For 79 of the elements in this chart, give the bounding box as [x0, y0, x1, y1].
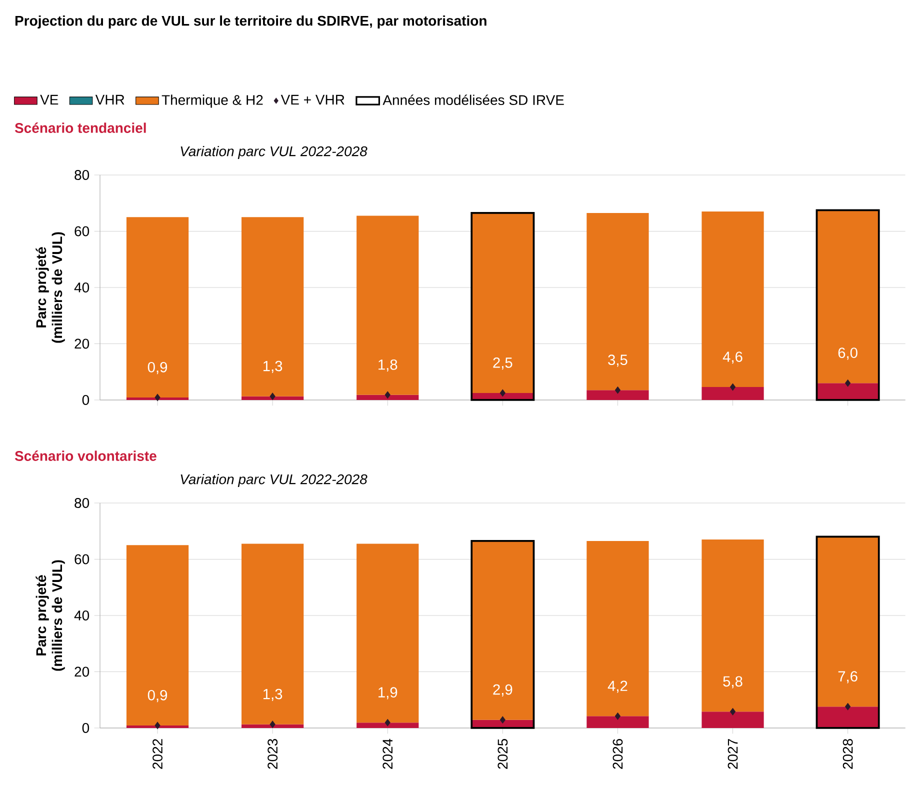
bar — [702, 540, 764, 712]
data-label: 4,2 — [608, 680, 628, 693]
y-axis-title: Parc projeté (milliers de VUL) — [36, 560, 65, 671]
x-tick-label: 2027 — [728, 739, 738, 769]
point — [270, 392, 276, 400]
data-label: 1,9 — [378, 687, 398, 700]
bar — [356, 722, 419, 728]
data-label: 0,9 — [148, 362, 168, 374]
bar — [702, 387, 764, 400]
bar — [126, 725, 189, 728]
bar — [586, 212, 649, 390]
x-tick-label: 2026 — [612, 739, 623, 769]
point — [730, 383, 736, 391]
data-label: 1,8 — [378, 359, 398, 372]
legend-label: VHR — [95, 94, 124, 105]
point — [384, 719, 390, 726]
point — [384, 391, 390, 399]
point — [154, 722, 160, 730]
y-tick-label: 60 — [74, 554, 90, 564]
data-label: 7,6 — [838, 671, 858, 684]
legend-label: VE + VHR — [280, 94, 344, 105]
bar — [126, 397, 189, 400]
y-tick-label: 40 — [74, 282, 90, 292]
point — [154, 394, 160, 402]
legend-label: Années modélisées SD IRVE — [382, 94, 564, 106]
y-tick-label: 20 — [74, 338, 90, 349]
x-tick-label: 2028 — [842, 739, 853, 769]
point — [500, 389, 506, 397]
y-tick-label: 0 — [82, 723, 90, 733]
bar — [242, 544, 304, 724]
data-label: 1,3 — [263, 360, 282, 373]
point — [845, 380, 851, 387]
bar — [356, 544, 419, 723]
y-tick-label: 80 — [74, 170, 90, 180]
bar — [586, 390, 649, 400]
x-tick-label: 2023 — [268, 739, 278, 769]
legend-label: VE — [40, 94, 58, 105]
chart-title: Scénario tendanciel — [14, 122, 146, 133]
bar — [356, 216, 419, 395]
point — [845, 703, 851, 710]
bar — [816, 706, 879, 728]
y-axis-title: Parc projeté (milliers de VUL) — [36, 232, 65, 343]
data-label: 6,0 — [838, 348, 858, 360]
legend-label: Thermique & H2 — [162, 94, 263, 108]
data-label: 0,9 — [148, 690, 168, 702]
x-tick-label: 2024 — [382, 738, 393, 769]
bar — [702, 712, 764, 728]
y-tick-label: 0 — [82, 395, 90, 405]
y-tick-label: 40 — [74, 610, 90, 620]
data-label: 5,8 — [723, 676, 742, 688]
bar — [816, 383, 879, 400]
y-tick-label: 20 — [74, 666, 90, 677]
bar — [242, 217, 304, 396]
x-tick-label: 2022 — [152, 739, 162, 769]
bar — [356, 394, 419, 400]
point — [614, 712, 620, 720]
chart-title: Scénario volontariste — [14, 450, 156, 461]
point — [270, 720, 276, 728]
bar — [586, 540, 649, 716]
data-label: 4,6 — [722, 352, 742, 364]
chart-subtitle: Variation parc VUL 2022-2028 — [180, 146, 368, 160]
point — [500, 716, 506, 724]
text: Projection du parc de VUL sur le territoire du SDIRVE, par motorisation — [15, 15, 486, 29]
data-label: 1,3 — [263, 688, 282, 701]
data-label: 3,5 — [608, 354, 628, 367]
data-label: 2,9 — [493, 684, 512, 696]
bar — [702, 212, 764, 388]
bar — [126, 217, 189, 398]
point — [730, 708, 736, 716]
chart-subtitle: Variation parc VUL 2022-2028 — [180, 474, 368, 488]
bar — [586, 716, 649, 728]
point — [614, 386, 620, 394]
y-tick-label: 80 — [74, 498, 90, 508]
data-label: 2,5 — [493, 357, 512, 370]
bar — [242, 724, 304, 728]
x-tick-label: 2025 — [498, 738, 508, 769]
bar — [126, 545, 189, 726]
y-tick-label: 60 — [74, 226, 90, 236]
bar — [242, 396, 304, 400]
